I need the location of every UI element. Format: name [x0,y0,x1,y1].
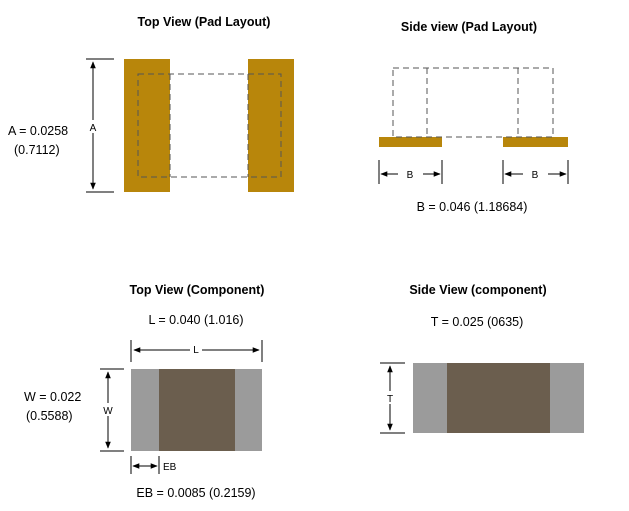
side-view-component: Side View (component) T = 0.025 (0635) T [380,283,584,434]
dimension-b-value: B = 0.046 (1.18684) [417,200,528,214]
dimension-eb-label: EB [163,462,177,473]
top-view-pad-layout: Top View (Pad Layout) A A = 0.0258 (0.71… [8,15,294,193]
dimension-t-label: T [387,394,393,405]
dimension-w-value-line2: (0.5588) [26,409,73,423]
dimension-a-label: A [90,123,97,134]
pad-right [248,59,294,192]
top-view-component: Top View (Component) L = 0.040 (1.016) L… [24,283,264,500]
pad-side-left [379,137,442,147]
dimension-w-value-line1: W = 0.022 [24,390,81,404]
title-top-comp: Top View (Component) [130,283,265,297]
dimension-t-value: T = 0.025 (0635) [431,315,524,329]
component-body-top [159,369,235,451]
title-side-comp: Side View (component) [409,283,546,297]
dimension-l-label: L [193,345,199,356]
title-top-pad: Top View (Pad Layout) [138,15,271,29]
component-terminal-left [131,369,159,451]
dimension-l-value: L = 0.040 (1.016) [148,313,243,327]
dimension-w-label: W [103,406,113,417]
component-terminal-right [235,369,262,451]
side-view-pad-layout: Side view (Pad Layout) B B B = 0.046 (1.… [378,20,569,214]
component-side-outline-dashed [392,67,554,138]
dimension-a-value-line1: A = 0.0258 [8,124,68,138]
title-side-pad: Side view (Pad Layout) [401,20,537,34]
component-side-terminal-right [550,363,584,433]
component-body-side [447,363,550,433]
dimension-b-label-right: B [532,170,539,181]
dimension-b-label-left: B [407,170,414,181]
pad-side-right [503,137,568,147]
component-side-terminal-left [413,363,447,433]
component-outline-dashed [137,73,282,178]
dimension-a-value-line2: (0.7112) [14,143,60,157]
pad-left [124,59,170,192]
dimension-eb-value: EB = 0.0085 (0.2159) [136,486,255,500]
